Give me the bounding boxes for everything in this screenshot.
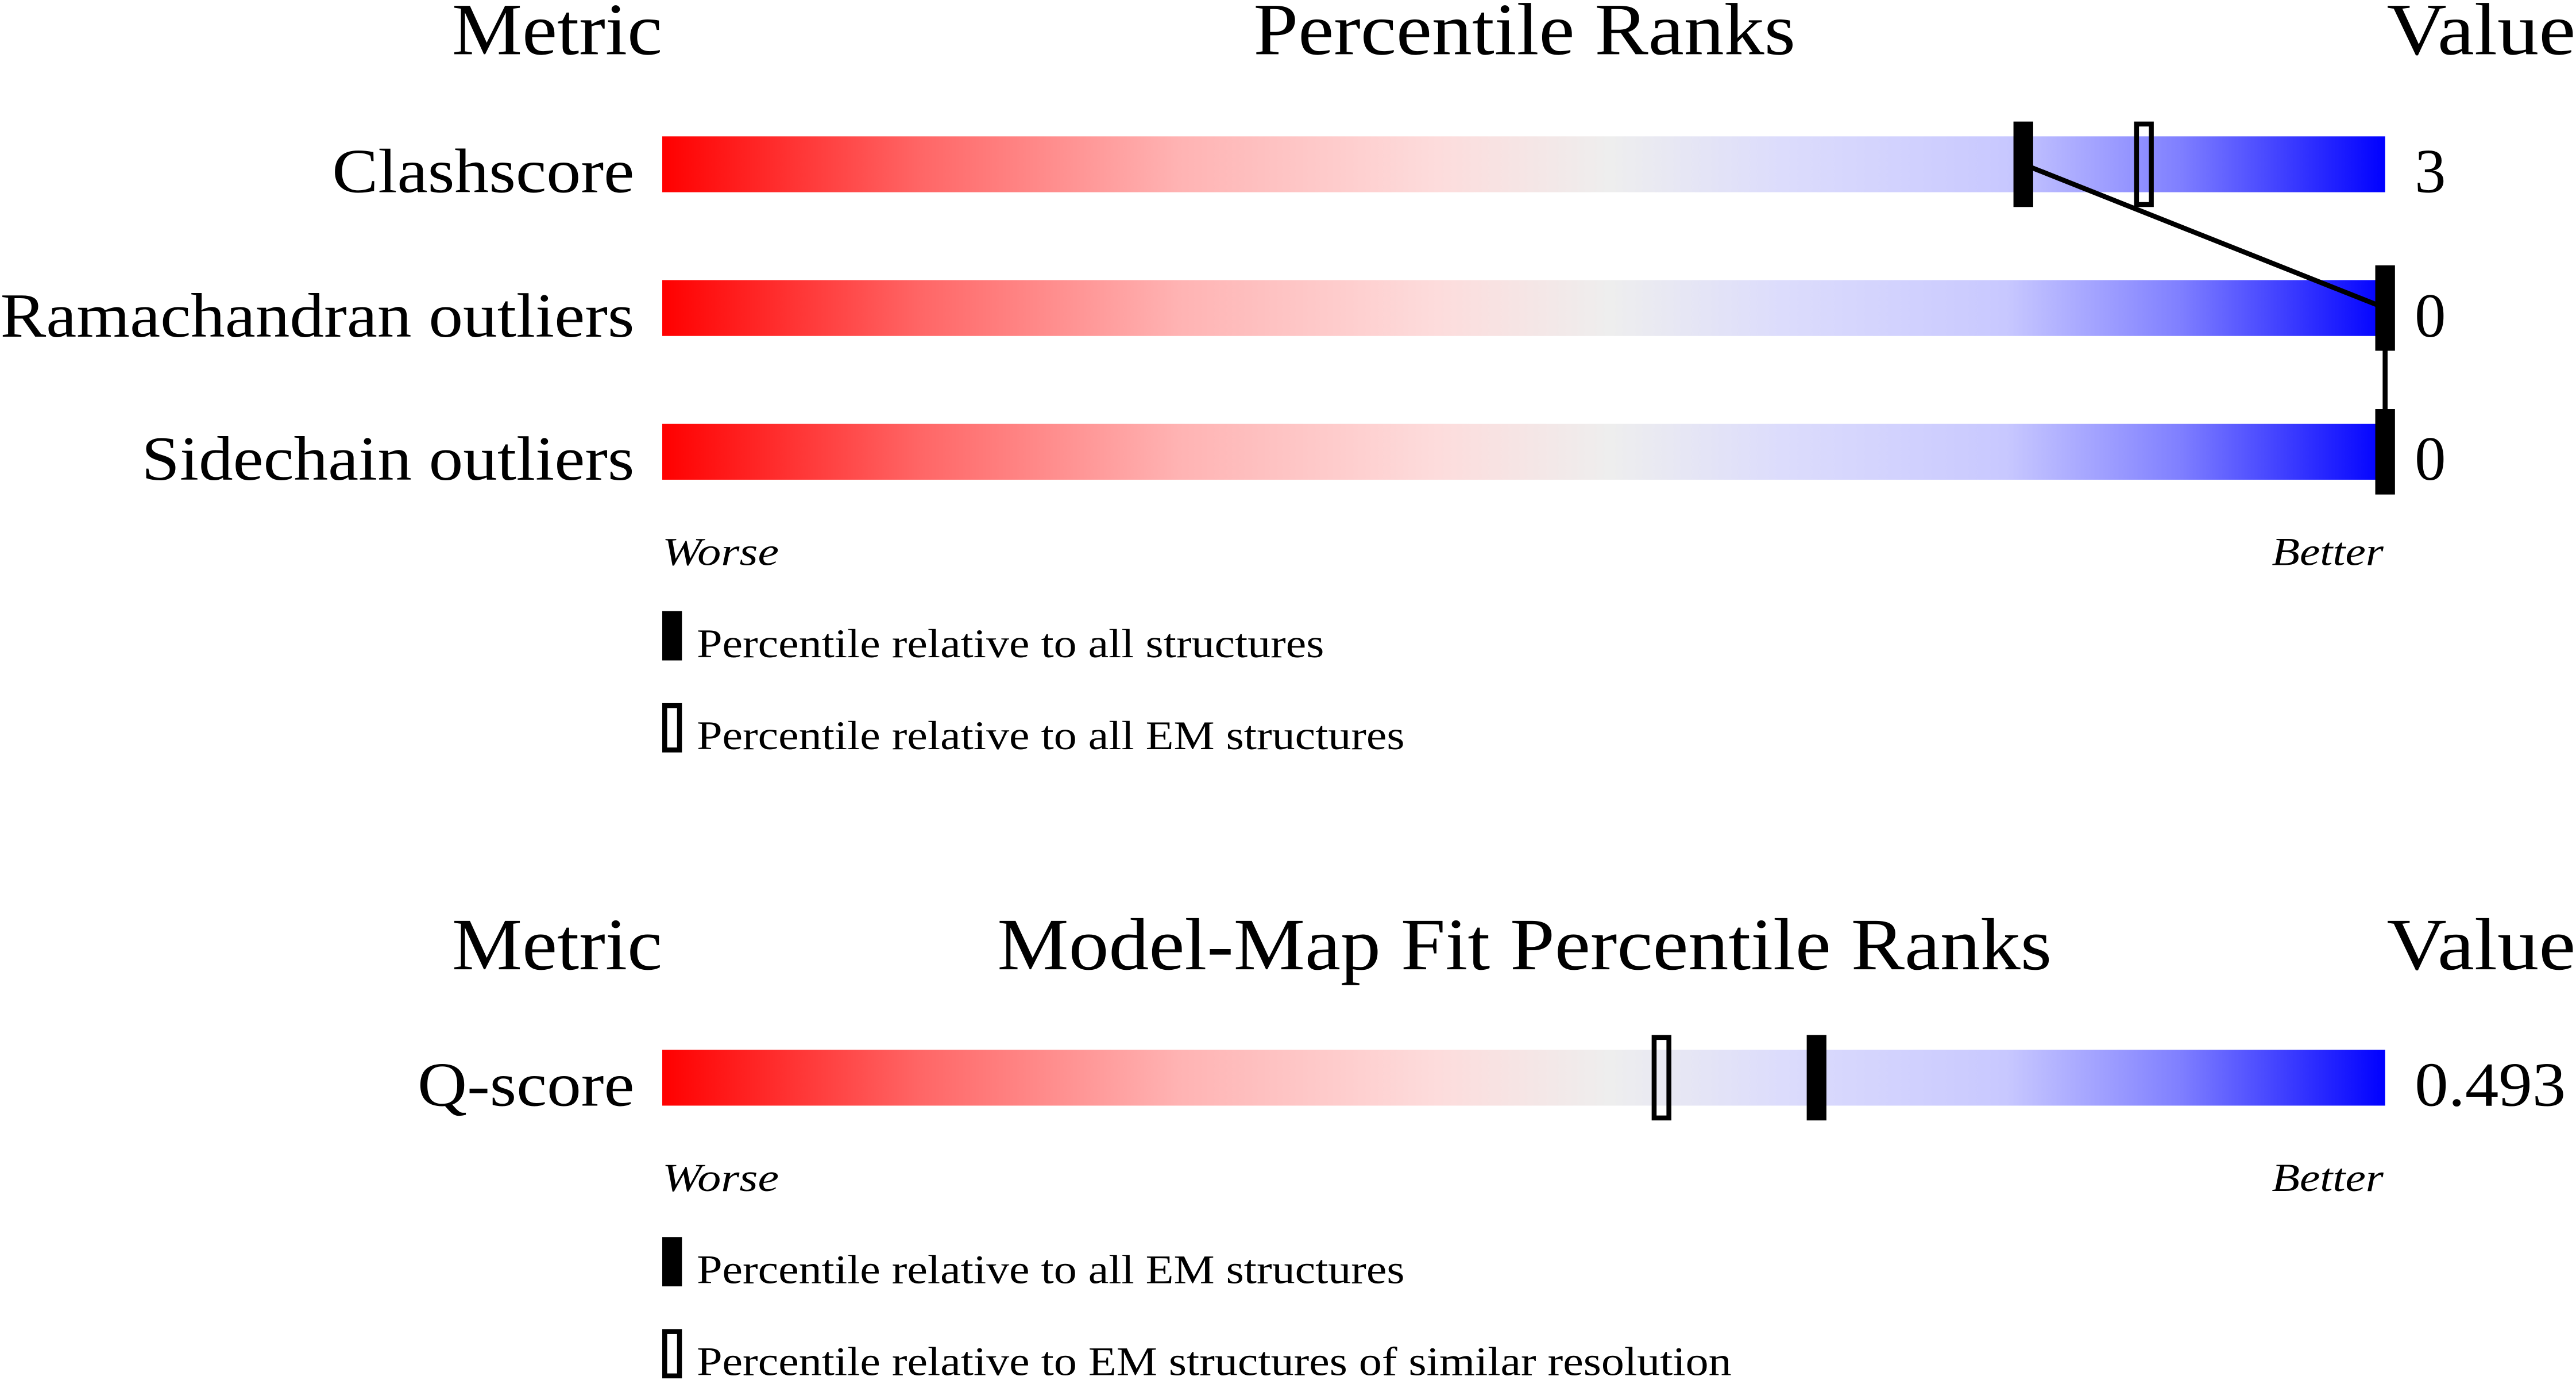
- percentile-bar: [662, 1050, 2385, 1106]
- percentile-bar: [662, 423, 2385, 480]
- header-value: Value: [2387, 903, 2576, 985]
- percentile-bar: [662, 136, 2385, 192]
- metric-label: Ramachandran outliers: [1, 281, 635, 350]
- section-model-map-fit: Metric Model-Map Fit Percentile Ranks Va…: [418, 903, 2575, 1380]
- percentile-bar: [662, 280, 2385, 336]
- better-label: Better: [2272, 530, 2384, 574]
- open-percentile-marker: [1651, 1035, 1671, 1121]
- legend-label: Percentile relative to all EM structures: [697, 713, 1404, 758]
- metric-value: 0: [2415, 424, 2446, 494]
- legend-label: Percentile relative to all structures: [697, 621, 1324, 666]
- metric-value: 0: [2415, 281, 2446, 350]
- legend-open-marker: [662, 703, 682, 753]
- legend-label: Percentile relative to EM structures of …: [697, 1339, 1732, 1380]
- filled-percentile-marker: [2375, 409, 2395, 495]
- filled-percentile-marker: [2375, 265, 2395, 351]
- metric-label: Sidechain outliers: [142, 424, 635, 494]
- open-percentile-marker: [2134, 121, 2154, 207]
- header-metric: Metric: [452, 903, 662, 985]
- metric-label: Q-score: [418, 1050, 634, 1119]
- header-value: Value: [2387, 0, 2576, 70]
- legend-filled-marker: [662, 1237, 682, 1287]
- filled-percentile-marker: [2013, 121, 2033, 207]
- metric-label: Clashscore: [332, 137, 634, 206]
- legend-filled-marker: [662, 611, 682, 661]
- section-percentile-ranks: Metric Percentile Ranks Value Clashscore…: [1, 0, 2576, 758]
- legend-label: Percentile relative to all EM structures: [697, 1247, 1404, 1292]
- chart-title: Model-Map Fit Percentile Ranks: [997, 903, 2052, 985]
- metric-value: 0.493: [2415, 1050, 2566, 1119]
- legend-open-marker: [662, 1329, 682, 1379]
- worse-label: Worse: [662, 530, 779, 574]
- metric-value: 3: [2415, 137, 2446, 206]
- worse-label: Worse: [662, 1156, 779, 1200]
- filled-percentile-marker: [1806, 1035, 1826, 1121]
- chart-title: Percentile Ranks: [1253, 0, 1795, 70]
- better-label: Better: [2272, 1156, 2384, 1200]
- header-metric: Metric: [452, 0, 662, 70]
